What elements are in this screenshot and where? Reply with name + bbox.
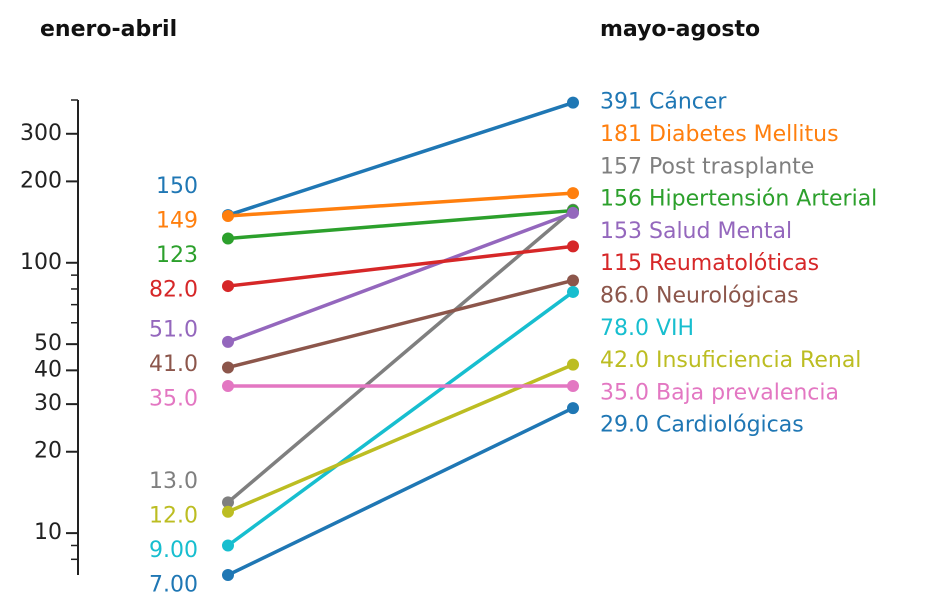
point (567, 96, 579, 109)
y-tick-label: 30 (34, 391, 62, 416)
column-header: enero-abril (40, 17, 177, 42)
right-label: 42.0 Insuficiencia Renal (600, 348, 861, 373)
series-name: Neurológicas (656, 284, 799, 309)
point (567, 402, 579, 415)
point (567, 187, 579, 200)
point (222, 209, 234, 222)
series-name: Post trasplante (649, 154, 814, 179)
right-label: 153 Salud Mental (600, 219, 792, 244)
y-tick-label: 300 (20, 121, 62, 146)
slope-line (226, 290, 575, 547)
point (567, 285, 579, 298)
right-value-label: 157 (600, 154, 642, 179)
right-label: 156 Hipertensión Arterial (600, 187, 877, 212)
right-value-label: 115 (600, 251, 642, 276)
right-label: 78.0 VIH (600, 316, 694, 341)
y-tick-label: 20 (34, 439, 62, 464)
right-value-label: 153 (600, 219, 642, 244)
slope-line (227, 211, 574, 344)
y-tick-label: 10 (34, 520, 62, 545)
point (222, 361, 234, 374)
point (222, 380, 234, 393)
right-label: 29.0 Cardiológicas (600, 413, 804, 438)
point (222, 280, 234, 293)
slope-line (227, 363, 574, 514)
left-value-label: 12.0 (149, 503, 198, 528)
right-value-label: 42.0 (600, 348, 649, 373)
slope-line (227, 278, 574, 370)
slope-line (227, 406, 574, 577)
point (222, 505, 234, 518)
series-name: Baja prevalencia (656, 380, 839, 405)
left-value-label: 35.0 (149, 387, 198, 412)
right-value-label: 35.0 (600, 380, 649, 405)
left-value-label: 9.00 (149, 538, 198, 563)
right-label: 157 Post trasplante (600, 154, 814, 179)
left-value-label: 149 (156, 209, 198, 234)
point (222, 496, 234, 509)
y-tick-label: 100 (20, 250, 62, 275)
right-value-label: 78.0 (600, 316, 649, 341)
slope-line (226, 208, 575, 504)
left-value-label: 41.0 (149, 352, 198, 377)
left-value-label: 150 (156, 174, 198, 199)
left-value-label: 51.0 (149, 318, 198, 343)
series-name: Salud Mental (649, 219, 792, 244)
slope-line (227, 101, 574, 217)
right-value-label: 29.0 (600, 413, 649, 438)
slope-line (227, 191, 574, 218)
right-value-label: 156 (600, 187, 642, 212)
slope-line (227, 244, 574, 288)
series-name: Cáncer (649, 90, 727, 115)
right-label: 181 Diabetes Mellitus (600, 122, 839, 147)
right-value-label: 391 (600, 90, 642, 115)
y-tick-label: 200 (20, 168, 62, 193)
column-header: mayo-agosto (600, 17, 760, 42)
series-name: Hipertensión Arterial (649, 187, 877, 212)
left-value-label: 82.0 (149, 278, 198, 303)
series-name: Insuficiencia Renal (656, 348, 861, 373)
series-name: Cardiológicas (656, 413, 804, 438)
right-label: 391 Cáncer (600, 90, 727, 115)
right-value-label: 181 (600, 122, 642, 147)
series-name: Reumatolóticas (649, 251, 819, 276)
point (567, 380, 579, 393)
right-label: 115 Reumatolóticas (600, 251, 819, 276)
right-label: 35.0 Baja prevalencia (600, 380, 839, 405)
slope-line (227, 208, 574, 241)
point (567, 274, 579, 287)
point (222, 232, 234, 245)
point (222, 335, 234, 348)
point (222, 569, 234, 581)
series-name: VIH (656, 316, 694, 341)
point (567, 240, 579, 253)
right-label: 86.0 Neurológicas (600, 284, 799, 309)
left-value-label: 7.00 (149, 572, 198, 596)
left-value-label: 13.0 (149, 469, 198, 494)
y-tick-label: 50 (34, 331, 62, 356)
series-name: Diabetes Mellitus (649, 122, 839, 147)
y-tick-label: 40 (34, 357, 62, 382)
point (567, 358, 579, 371)
right-value-label: 86.0 (600, 284, 649, 309)
point (222, 539, 234, 552)
left-value-label: 123 (156, 243, 198, 268)
point (567, 206, 579, 219)
